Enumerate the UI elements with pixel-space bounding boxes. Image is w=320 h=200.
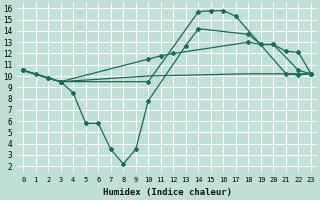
X-axis label: Humidex (Indice chaleur): Humidex (Indice chaleur) (102, 188, 232, 197)
